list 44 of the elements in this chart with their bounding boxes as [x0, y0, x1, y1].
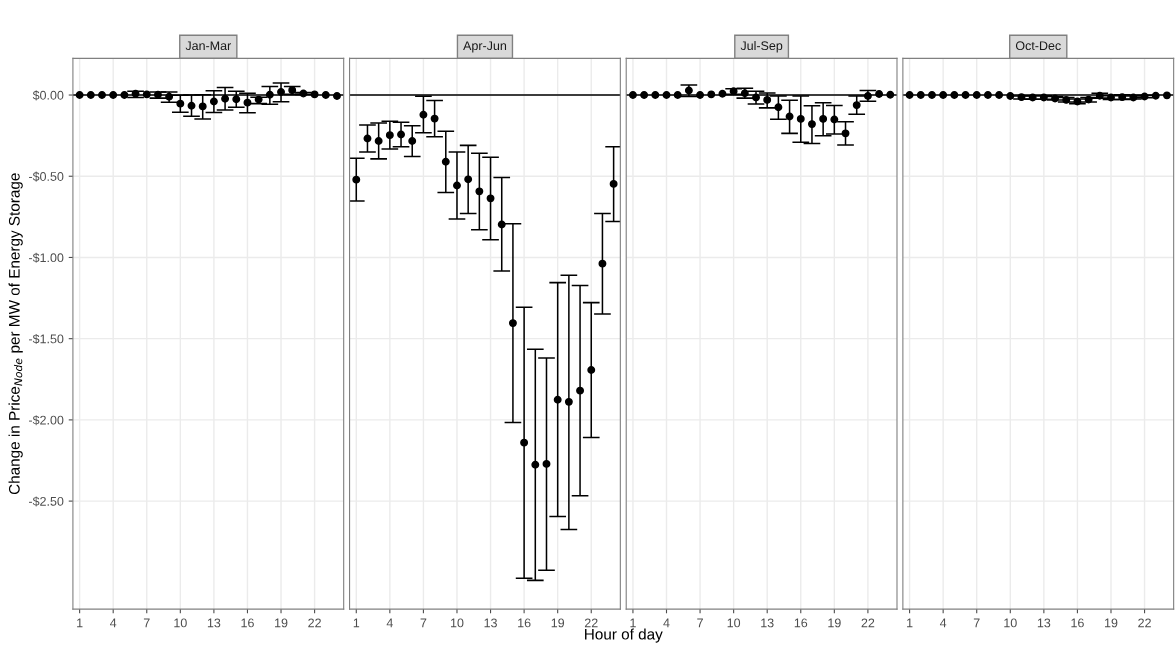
x-tick-label: 13: [207, 618, 221, 628]
x-tick-label: 10: [174, 618, 187, 628]
x-tick-label: 19: [828, 618, 841, 628]
x-tick-label: 22: [584, 618, 598, 628]
x-tick-label: 16: [794, 618, 808, 628]
x-tick-label: 19: [551, 618, 565, 628]
x-tick-label: 7: [697, 618, 703, 628]
x-tick-label: 22: [861, 618, 875, 628]
x-tick-label: 22: [1138, 618, 1151, 628]
x-tick-label: 13: [484, 618, 497, 628]
x-tick-label: 1: [353, 618, 360, 628]
x-tick-label: 7: [420, 618, 427, 628]
y-tick-label: -$2.50: [29, 496, 64, 507]
x-tick-label: 13: [1037, 618, 1051, 628]
x-tick-label: 1: [77, 618, 83, 628]
x-tick-label: 7: [973, 618, 980, 628]
x-tick-label: 16: [1071, 618, 1084, 628]
x-tick-label: 4: [939, 618, 947, 628]
x-tick-label: 1: [630, 618, 636, 628]
x-tick-label: 10: [450, 618, 464, 628]
x-tick-label: 10: [727, 618, 741, 628]
chart-title: Jul-Sep: [740, 40, 783, 53]
x-tick-label: 7: [143, 618, 150, 628]
x-tick-label: 19: [1104, 618, 1118, 628]
x-tick-label: 4: [386, 618, 393, 628]
x-tick-label: 10: [1004, 618, 1017, 628]
y-axis-title: Change in Price$_{Node}$ per MW of Energy Storage: [8, 173, 23, 495]
y-tick-label: -$2.00: [29, 415, 64, 426]
chart-title: Apr-Jun: [463, 41, 507, 53]
x-tick-label: 16: [241, 618, 254, 628]
x-tick-label: 1: [907, 618, 913, 628]
y-tick-label: -$1.50: [29, 333, 64, 345]
chart-title: Jan-Mar: [185, 41, 232, 51]
y-tick-label: -$1.00: [29, 252, 64, 263]
y-tick-label: -$0.50: [29, 171, 64, 182]
y-tick-label: $0.00: [32, 90, 64, 101]
x-tick-label: 16: [518, 618, 531, 628]
x-tick-label: 4: [663, 618, 670, 628]
x-tick-label: 22: [308, 618, 321, 628]
chart-title: Oct-Dec: [1015, 41, 1061, 51]
x-axis-title: Hour of day: [585, 628, 663, 643]
x-tick-label: 19: [275, 618, 288, 628]
x-tick-label: 13: [761, 618, 774, 628]
x-tick-label: 4: [110, 618, 117, 628]
